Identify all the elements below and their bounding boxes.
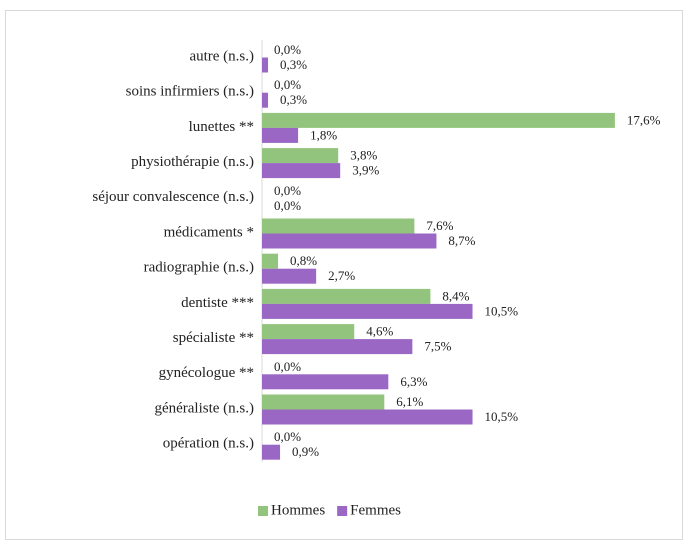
category-label: lunettes ** bbox=[189, 119, 254, 135]
bar bbox=[262, 92, 269, 108]
bar bbox=[262, 127, 299, 143]
value-label: 0,0% bbox=[274, 42, 301, 57]
value-label: 0,3% bbox=[280, 57, 307, 72]
bar bbox=[262, 148, 339, 164]
value-label: 17,6% bbox=[627, 112, 661, 127]
category-label: physiothérapie (n.s.) bbox=[131, 154, 254, 170]
bar bbox=[262, 394, 385, 410]
bar bbox=[262, 268, 317, 284]
bar bbox=[262, 339, 413, 355]
bar bbox=[262, 218, 415, 234]
value-label: 0,0% bbox=[274, 359, 301, 374]
value-label: 10,5% bbox=[485, 409, 519, 424]
bar bbox=[262, 324, 355, 340]
category-label: gynécologue ** bbox=[159, 365, 254, 381]
category-label: opération (n.s.) bbox=[163, 436, 254, 452]
bar bbox=[262, 57, 269, 73]
value-label: 0,8% bbox=[290, 253, 317, 268]
bar bbox=[262, 163, 341, 179]
value-label: 10,5% bbox=[485, 303, 519, 318]
value-label: 0,3% bbox=[280, 92, 307, 107]
value-label: 0,9% bbox=[292, 444, 319, 459]
bar bbox=[262, 253, 279, 269]
value-label: 6,3% bbox=[400, 374, 427, 389]
value-label: 4,6% bbox=[366, 324, 393, 339]
legend-label: Femmes bbox=[350, 502, 401, 518]
bar bbox=[262, 374, 389, 390]
value-label: 0,0% bbox=[274, 183, 301, 198]
legend-swatch bbox=[258, 506, 268, 516]
value-label: 1,8% bbox=[310, 127, 337, 142]
value-label: 3,8% bbox=[350, 148, 377, 163]
legend-label: Hommes bbox=[271, 502, 325, 518]
value-label: 2,7% bbox=[328, 268, 355, 283]
category-label: autre (n.s.) bbox=[189, 48, 254, 64]
category-label: médicaments * bbox=[164, 224, 254, 240]
category-label: séjour convalescence (n.s.) bbox=[92, 189, 254, 205]
value-label: 0,0% bbox=[274, 198, 301, 213]
value-label: 0,0% bbox=[274, 77, 301, 92]
value-label: 8,4% bbox=[442, 288, 469, 303]
category-label: radiographie (n.s.) bbox=[144, 260, 254, 276]
value-label: 6,1% bbox=[396, 394, 423, 409]
legend-swatch bbox=[337, 506, 348, 516]
bar bbox=[262, 112, 615, 128]
bar bbox=[262, 409, 473, 425]
value-label: 8,7% bbox=[448, 233, 475, 248]
bar bbox=[262, 233, 437, 249]
bar bbox=[262, 288, 431, 304]
value-label: 3,9% bbox=[352, 163, 379, 178]
bar bbox=[262, 444, 281, 460]
value-label: 0,0% bbox=[274, 429, 301, 444]
category-label: soins infirmiers (n.s.) bbox=[126, 84, 254, 100]
value-label: 7,6% bbox=[426, 218, 453, 233]
value-label: 7,5% bbox=[424, 339, 451, 354]
category-label: dentiste *** bbox=[181, 295, 254, 311]
bar bbox=[262, 303, 473, 319]
category-label: spécialiste ** bbox=[173, 330, 254, 346]
category-label: généraliste (n.s.) bbox=[154, 400, 254, 416]
